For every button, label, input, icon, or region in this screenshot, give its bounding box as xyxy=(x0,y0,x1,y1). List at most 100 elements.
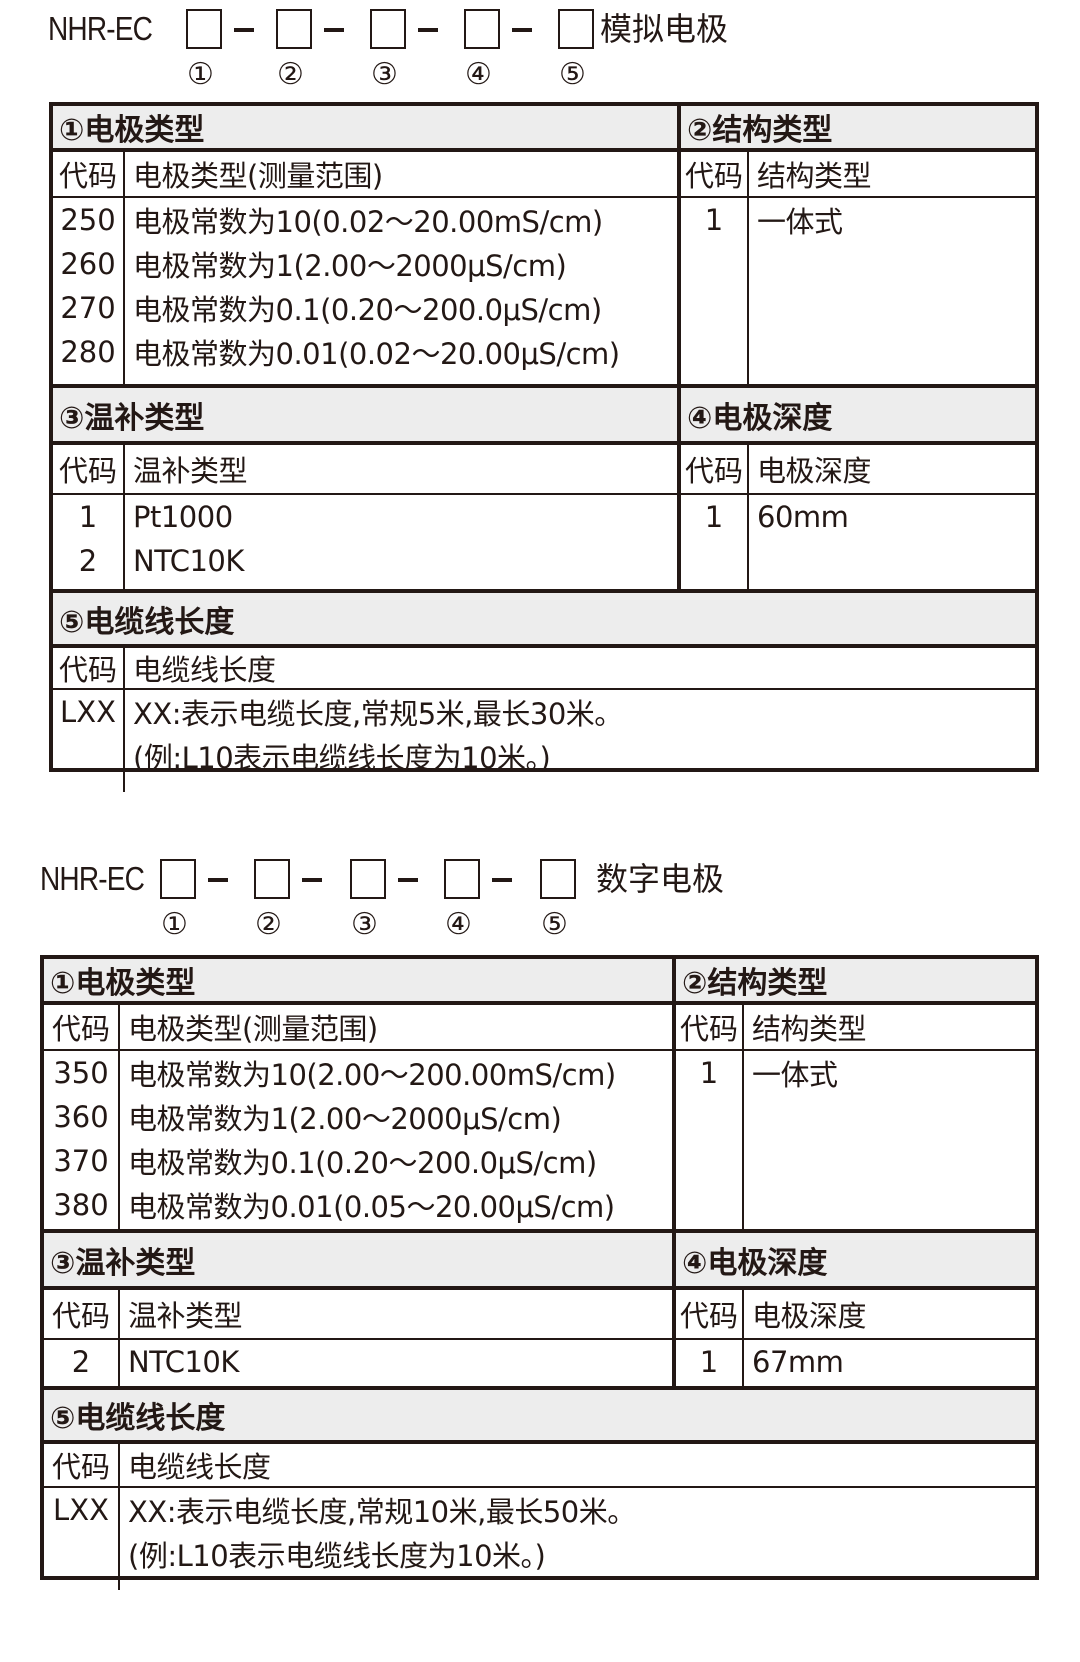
option-desc: 一体式 xyxy=(757,205,843,239)
product-type: 数字电极 xyxy=(596,860,725,898)
desc-header: 电极深度 xyxy=(757,454,872,488)
option-desc: 电极常数为10(2.00～200.00mS/cm) xyxy=(128,1058,616,1092)
option-code: 370 xyxy=(53,1144,109,1178)
desc-column: 电极常数为10(0.02～20.00mS/cm) 电极常数为1(2.00～2000… xyxy=(125,198,620,384)
option-desc: 一体式 xyxy=(752,1058,838,1092)
section-title: ③温补类型 xyxy=(44,1233,672,1290)
model-prefix: NHR-EC xyxy=(48,10,153,47)
section-title: ④电极深度 xyxy=(676,1233,1035,1290)
section-title: ①电极类型 xyxy=(53,106,677,152)
desc-header: 结构类型 xyxy=(752,1012,867,1046)
dash-separator xyxy=(418,28,438,32)
section-body: 2 NTC10K xyxy=(44,1340,672,1386)
code-header: 代码 xyxy=(44,1290,120,1338)
code-slot-1 xyxy=(186,9,222,49)
position-number-5: ⑤ xyxy=(559,57,586,92)
code-column: LXX xyxy=(53,690,125,792)
code-slot-2 xyxy=(254,859,290,899)
desc-column: NTC10K xyxy=(120,1340,239,1386)
section-row-1: ①电极类型 代码 电极类型(测量范围) 250 260 270 280 电极常数为10(0.0… xyxy=(53,106,1035,388)
option-code: 280 xyxy=(60,335,116,369)
option-desc: Pt1000 xyxy=(133,500,233,534)
selection-table: ①电极类型 代码 电极类型(测量范围) 250 260 270 280 电极常数为10(0.0… xyxy=(49,102,1039,792)
section-title: ⑤电缆线长度 xyxy=(53,593,1035,648)
code-header: 代码 xyxy=(681,152,749,196)
option-desc: 电极常数为0.1(0.20～200.0μS/cm) xyxy=(133,293,602,327)
code-slot-4 xyxy=(464,9,500,49)
desc-header: 电极类型(测量范围) xyxy=(133,159,383,193)
desc-column: 电极常数为10(2.00～200.00mS/cm) 电极常数为1(2.00～200… xyxy=(120,1051,616,1229)
column-header-row: 代码 温补类型 xyxy=(44,1290,672,1340)
model-code-line: NHR-EC 数字电极 xyxy=(40,856,800,902)
code-slot-5 xyxy=(558,9,594,49)
option-code: 2 xyxy=(71,1345,91,1379)
desc-header: 电极类型(测量范围) xyxy=(128,1012,378,1046)
section-body: 350 360 370 380 电极常数为10(2.00～200.00mS/cm) 电极常… xyxy=(44,1051,672,1229)
position-number-5: ⑤ xyxy=(541,907,568,942)
section-sec3: ③温补类型 代码 温补类型 1 2 Pt1000 NTC10K xyxy=(53,388,681,589)
section-body: 1 一体式 xyxy=(676,1051,1035,1229)
section-row-1: ①电极类型 代码 电极类型(测量范围) 350 360 370 380 电极常数为10(2.0… xyxy=(44,959,1035,1233)
option-code: 1 xyxy=(78,500,98,534)
option-desc-line: (例:L10表示电缆线长度为10米。) xyxy=(128,1539,546,1573)
code-header: 代码 xyxy=(53,445,125,493)
section-body: 1 一体式 xyxy=(681,198,1035,384)
section-body: 1 67mm xyxy=(676,1340,1035,1386)
option-desc: 电极常数为1(2.00～2000μS/cm) xyxy=(133,249,567,283)
product-type: 模拟电极 xyxy=(600,10,729,48)
dash-separator xyxy=(324,28,344,32)
desc-column: 67mm xyxy=(744,1340,844,1386)
dash-separator xyxy=(234,28,254,32)
section-title: ③温补类型 xyxy=(53,388,677,445)
option-desc: 电极常数为0.1(0.20～200.0μS/cm) xyxy=(128,1146,597,1180)
code-slot-3 xyxy=(370,9,406,49)
code-column: 350 360 370 380 xyxy=(44,1051,120,1229)
code-column: 250 260 270 280 xyxy=(53,198,125,384)
column-header-row: 代码 温补类型 xyxy=(53,445,677,495)
option-code: 250 xyxy=(60,203,116,237)
section-title: ④电极深度 xyxy=(681,388,1035,445)
column-header-row: 代码 电极类型(测量范围) xyxy=(53,152,677,198)
desc-column: 一体式 xyxy=(749,198,843,384)
option-desc: 67mm xyxy=(752,1345,844,1379)
section-body: LXX XX:表示电缆长度,常规5米,最长30米。 (例:L10表示电缆线长度为10… xyxy=(53,690,1035,792)
code-header: 代码 xyxy=(53,152,125,196)
position-number-1: ① xyxy=(187,57,214,92)
position-number-2: ② xyxy=(277,57,304,92)
desc-header: 电极深度 xyxy=(752,1299,867,1333)
section-body: 250 260 270 280 电极常数为10(0.02～20.00mS/cm) 电极常数… xyxy=(53,198,677,384)
code-header: 代码 xyxy=(676,1290,744,1338)
code-column: 1 xyxy=(676,1051,744,1229)
option-desc: NTC10K xyxy=(128,1345,239,1379)
position-number-2: ② xyxy=(255,907,282,942)
section-sec2: ②结构类型 代码 结构类型 1 一体式 xyxy=(676,959,1035,1229)
code-header: 代码 xyxy=(53,648,125,688)
desc-header: 电缆线长度 xyxy=(133,653,276,687)
dash-separator xyxy=(208,878,228,882)
desc-column: Pt1000 NTC10K xyxy=(125,495,244,589)
section-title: ①电极类型 xyxy=(44,959,672,1005)
code-header: 代码 xyxy=(681,445,749,493)
code-column: 1 xyxy=(681,495,749,589)
column-header-row: 代码 电缆线长度 xyxy=(53,648,1035,690)
selection-table: ①电极类型 代码 电极类型(测量范围) 350 360 370 380 电极常数为10(2.0… xyxy=(40,955,1039,1590)
model-code-line: NHR-EC 模拟电极 xyxy=(48,6,808,52)
option-desc-line: XX:表示电缆长度,常规10米,最长50米。 xyxy=(128,1495,636,1529)
option-code: 1 xyxy=(704,203,724,237)
column-header-row: 代码 电缆线长度 xyxy=(44,1444,1035,1488)
option-desc-line: (例:L10表示电缆线长度为10米。) xyxy=(133,741,551,775)
position-number-4: ④ xyxy=(445,907,472,942)
section-body: LXX XX:表示电缆长度,常规10米,最长50米。 (例:L10表示电缆线长度为1… xyxy=(44,1488,1035,1590)
code-column: 2 xyxy=(44,1340,120,1386)
option-desc: 电极常数为0.01(0.02～20.00μS/cm) xyxy=(133,337,620,371)
section-title: ⑤电缆线长度 xyxy=(44,1390,1035,1444)
code-header: 代码 xyxy=(44,1005,120,1049)
dash-separator xyxy=(302,878,322,882)
option-code: 270 xyxy=(60,291,116,325)
position-number-3: ③ xyxy=(371,57,398,92)
option-code: 1 xyxy=(699,1056,719,1090)
desc-header: 电缆线长度 xyxy=(128,1450,271,1484)
desc-header: 温补类型 xyxy=(133,454,248,488)
code-slot-5 xyxy=(540,859,576,899)
